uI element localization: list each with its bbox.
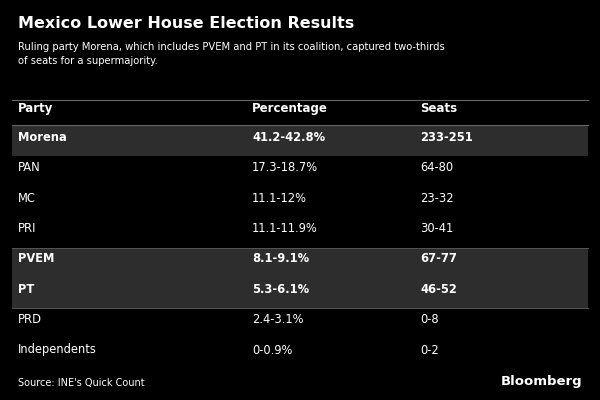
Text: MC: MC [18,192,36,204]
Text: 11.1-11.9%: 11.1-11.9% [252,222,318,235]
Text: 30-41: 30-41 [420,222,453,235]
Text: Bloomberg: Bloomberg [500,375,582,388]
Text: 17.3-18.7%: 17.3-18.7% [252,161,318,174]
Text: 0-2: 0-2 [420,344,439,356]
Text: 233-251: 233-251 [420,131,473,144]
Text: 67-77: 67-77 [420,252,457,265]
Text: Independents: Independents [18,344,97,356]
Text: Ruling party Morena, which includes PVEM and PT in its coalition, captured two-t: Ruling party Morena, which includes PVEM… [18,42,445,66]
Text: 41.2-42.8%: 41.2-42.8% [252,131,325,144]
Text: 0-0.9%: 0-0.9% [252,344,292,356]
Text: 5.3-6.1%: 5.3-6.1% [252,283,309,296]
Text: 23-32: 23-32 [420,192,454,204]
Text: PRD: PRD [18,313,42,326]
Text: 46-52: 46-52 [420,283,457,296]
Text: Mexico Lower House Election Results: Mexico Lower House Election Results [18,16,354,31]
Text: PAN: PAN [18,161,41,174]
Text: 2.4-3.1%: 2.4-3.1% [252,313,304,326]
Text: PT: PT [18,283,34,296]
Bar [12,126,588,156]
Text: 0-8: 0-8 [420,313,439,326]
Bar [12,248,588,278]
Text: PRI: PRI [18,222,37,235]
Text: Morena: Morena [18,131,67,144]
Text: 64-80: 64-80 [420,161,453,174]
Bar [12,278,588,308]
Text: Percentage: Percentage [252,102,328,115]
Text: Party: Party [18,102,53,115]
Text: 11.1-12%: 11.1-12% [252,192,307,204]
Text: PVEM: PVEM [18,252,55,265]
Text: Source: INE's Quick Count: Source: INE's Quick Count [18,378,145,388]
Text: Seats: Seats [420,102,457,115]
Text: 8.1-9.1%: 8.1-9.1% [252,252,309,265]
